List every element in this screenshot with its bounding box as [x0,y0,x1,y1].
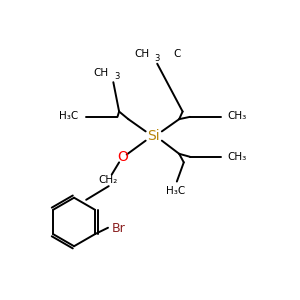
Text: CH₂: CH₂ [98,176,117,185]
Text: H₃C: H₃C [59,111,79,121]
Text: CH: CH [94,68,109,78]
Text: Br: Br [112,222,126,236]
Text: CH₃: CH₃ [228,152,247,162]
Text: C: C [173,49,181,59]
Text: CH₃: CH₃ [228,111,247,121]
Text: 3: 3 [114,72,119,81]
Text: O: O [117,150,128,164]
Text: Si: Si [147,130,160,143]
Text: H₃C: H₃C [166,186,185,196]
Text: 3: 3 [154,54,160,63]
Text: CH: CH [134,49,149,59]
